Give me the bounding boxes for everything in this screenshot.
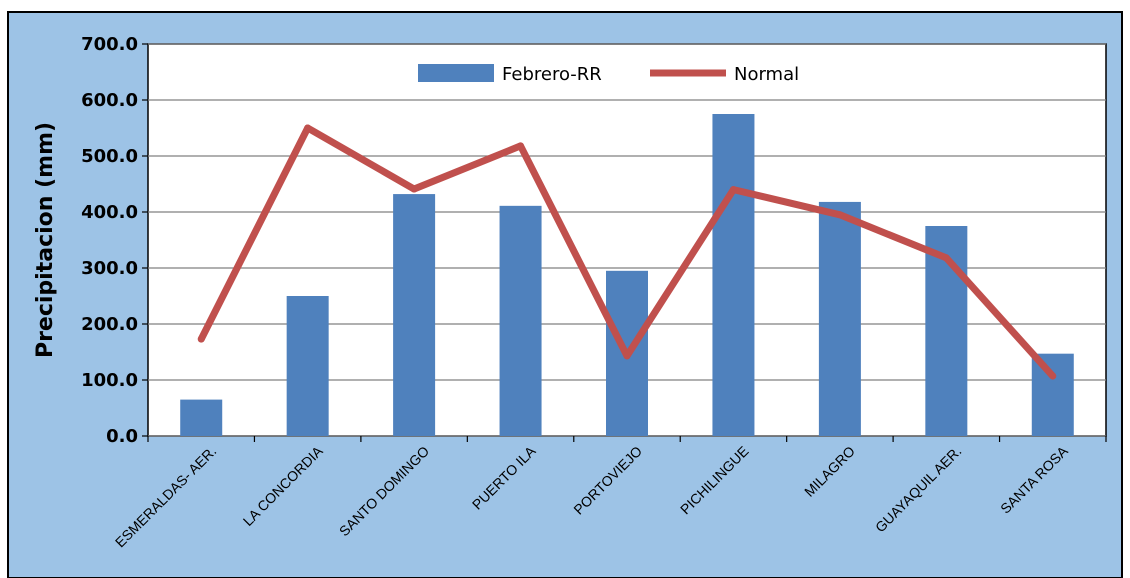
line-series	[197, 124, 1057, 380]
y-axis-tick-labels: 0.0 100.0 200.0 300.0 400.0 500.0 600.0 700.0	[81, 34, 138, 447]
line-point	[623, 352, 631, 360]
bar	[499, 205, 542, 436]
legend-label-bar: Febrero-RR	[502, 64, 602, 85]
y-tick-label: 200.0	[81, 314, 138, 335]
bar	[818, 201, 861, 436]
line-point	[517, 142, 525, 150]
y-tick-label: 100.0	[81, 370, 138, 391]
line-point	[304, 124, 312, 132]
bar-series	[180, 114, 1074, 436]
line-point	[942, 254, 950, 262]
line-point	[729, 186, 737, 194]
y-axis-title: Precipitacion (mm)	[33, 122, 58, 358]
line-point	[410, 185, 418, 193]
legend-swatch-bar	[418, 64, 494, 82]
legend-label-line: Normal	[734, 64, 799, 85]
y-tick-label: 700.0	[81, 34, 138, 55]
bar	[180, 399, 223, 436]
y-tick-label: 400.0	[81, 202, 138, 223]
bar	[712, 114, 755, 436]
line-point	[836, 211, 844, 219]
legend: Febrero-RR Normal	[418, 64, 799, 85]
line-point	[197, 335, 205, 343]
line-point	[1049, 372, 1057, 380]
y-tick-label: 0.0	[106, 426, 138, 447]
bar	[286, 296, 329, 436]
y-tick-label: 500.0	[81, 146, 138, 167]
y-tick-label: 300.0	[81, 258, 138, 279]
bar	[393, 194, 436, 436]
bar	[1031, 353, 1074, 436]
y-tick-label: 600.0	[81, 90, 138, 111]
